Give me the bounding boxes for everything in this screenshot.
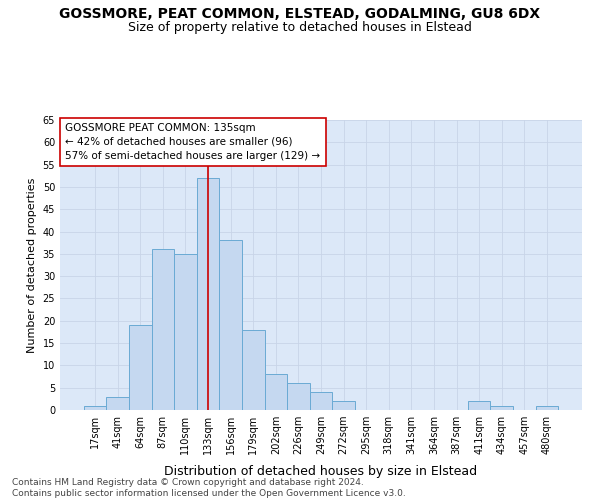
Y-axis label: Number of detached properties: Number of detached properties xyxy=(27,178,37,352)
Bar xyxy=(265,374,287,410)
Bar xyxy=(220,240,242,410)
Text: Contains HM Land Registry data © Crown copyright and database right 2024.
Contai: Contains HM Land Registry data © Crown c… xyxy=(12,478,406,498)
Bar xyxy=(310,392,332,410)
Bar xyxy=(197,178,220,410)
Bar xyxy=(490,406,513,410)
Bar xyxy=(152,250,174,410)
Bar xyxy=(129,325,152,410)
Bar xyxy=(174,254,197,410)
Bar xyxy=(106,396,129,410)
Text: GOSSMORE, PEAT COMMON, ELSTEAD, GODALMING, GU8 6DX: GOSSMORE, PEAT COMMON, ELSTEAD, GODALMIN… xyxy=(59,8,541,22)
Bar xyxy=(332,401,355,410)
Text: Size of property relative to detached houses in Elstead: Size of property relative to detached ho… xyxy=(128,21,472,34)
Bar xyxy=(84,406,106,410)
Bar xyxy=(287,383,310,410)
Bar xyxy=(536,406,558,410)
Bar xyxy=(468,401,490,410)
Text: Distribution of detached houses by size in Elstead: Distribution of detached houses by size … xyxy=(164,464,478,477)
Text: GOSSMORE PEAT COMMON: 135sqm
← 42% of detached houses are smaller (96)
57% of se: GOSSMORE PEAT COMMON: 135sqm ← 42% of de… xyxy=(65,123,320,161)
Bar xyxy=(242,330,265,410)
